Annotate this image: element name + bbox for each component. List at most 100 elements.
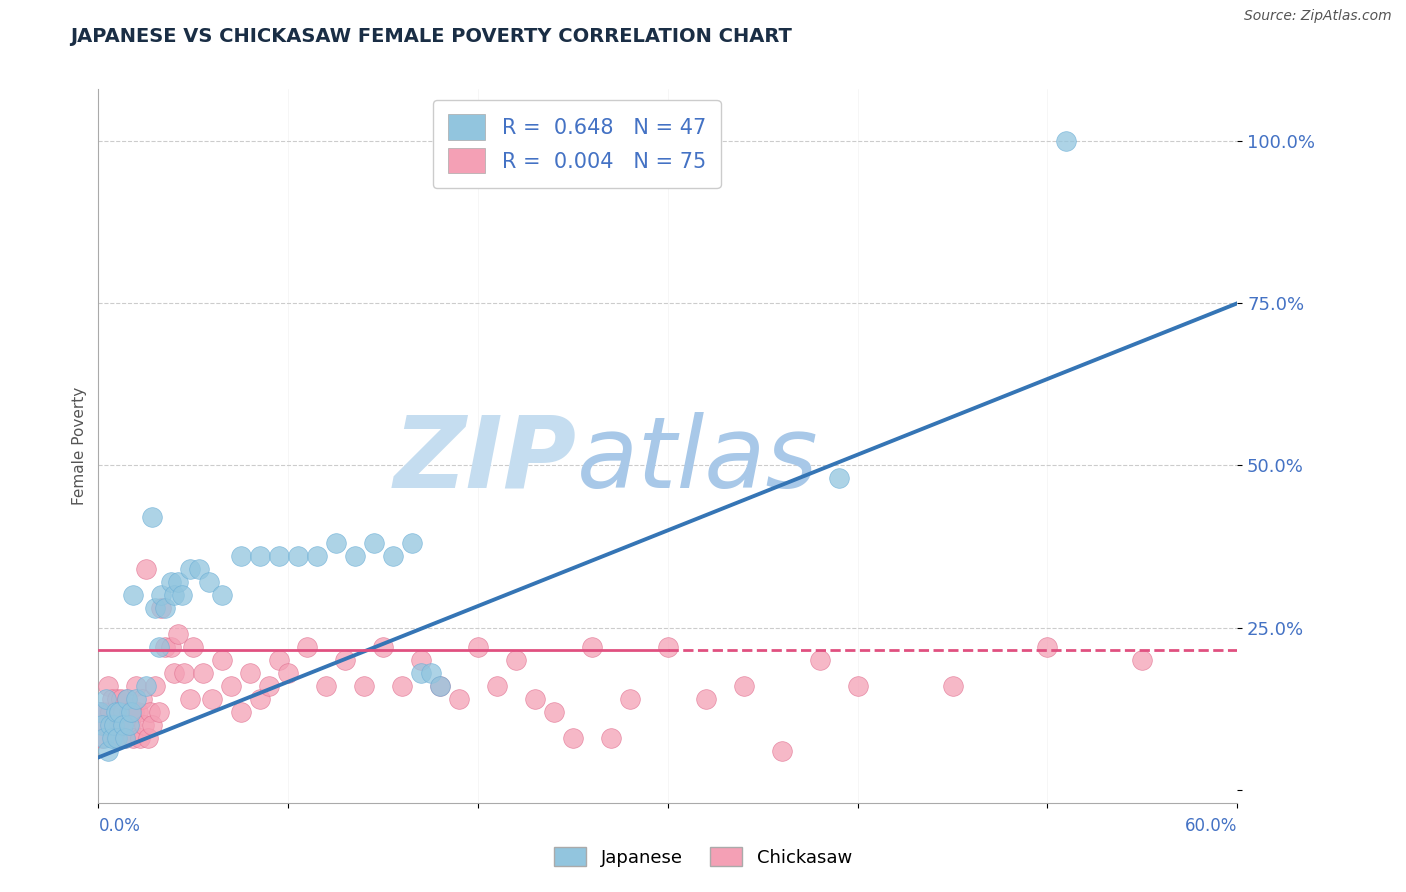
Text: 0.0%: 0.0%: [98, 817, 141, 835]
Point: [118, 705, 141, 719]
Point: [94, 692, 117, 706]
Point: [371, 640, 394, 654]
Point: [136, 731, 159, 745]
Point: [695, 692, 717, 706]
Point: [89, 705, 111, 719]
Point: [115, 692, 138, 706]
Point: [129, 731, 152, 745]
Point: [353, 679, 375, 693]
Text: JAPANESE VS CHICKASAW FEMALE POVERTY CORRELATION CHART: JAPANESE VS CHICKASAW FEMALE POVERTY COR…: [70, 27, 792, 45]
Point: [89, 705, 111, 719]
Point: [167, 575, 190, 590]
Point: [120, 705, 142, 719]
Point: [118, 718, 141, 732]
Legend: Japanese, Chickasaw: Japanese, Chickasaw: [547, 840, 859, 874]
Point: [159, 575, 181, 590]
Point: [249, 549, 271, 564]
Point: [120, 718, 142, 732]
Point: [411, 666, 433, 681]
Point: [104, 731, 127, 745]
Point: [449, 692, 471, 706]
Point: [98, 718, 121, 732]
Point: [112, 705, 135, 719]
Point: [305, 549, 328, 564]
Point: [98, 705, 121, 719]
Point: [121, 731, 143, 745]
Point: [138, 705, 160, 719]
Point: [163, 588, 186, 602]
Text: Source: ZipAtlas.com: Source: ZipAtlas.com: [1244, 9, 1392, 23]
Point: [211, 588, 233, 602]
Point: [179, 692, 201, 706]
Point: [135, 679, 157, 693]
Point: [770, 744, 793, 758]
Point: [131, 692, 153, 706]
Point: [179, 562, 201, 576]
Point: [93, 731, 115, 745]
Point: [91, 718, 114, 732]
Point: [343, 549, 366, 564]
Point: [125, 692, 148, 706]
Legend: R =  0.648   N = 47, R =  0.004   N = 75: R = 0.648 N = 47, R = 0.004 N = 75: [433, 100, 720, 188]
Point: [325, 536, 347, 550]
Point: [1056, 134, 1078, 148]
Point: [135, 562, 157, 576]
Point: [315, 679, 337, 693]
Text: 60.0%: 60.0%: [1185, 817, 1237, 835]
Point: [297, 640, 319, 654]
Point: [163, 666, 186, 681]
Y-axis label: Female Poverty: Female Poverty: [72, 387, 87, 505]
Point: [249, 692, 271, 706]
Point: [145, 601, 167, 615]
Point: [107, 692, 129, 706]
Point: [335, 653, 357, 667]
Point: [543, 705, 565, 719]
Point: [188, 562, 211, 576]
Point: [93, 705, 115, 719]
Point: [100, 731, 122, 745]
Point: [108, 718, 131, 732]
Point: [600, 731, 623, 745]
Point: [114, 731, 136, 745]
Point: [267, 653, 290, 667]
Point: [148, 640, 170, 654]
Point: [581, 640, 603, 654]
Point: [419, 666, 441, 681]
Point: [411, 653, 433, 667]
Point: [808, 653, 831, 667]
Point: [170, 588, 193, 602]
Point: [239, 666, 262, 681]
Point: [221, 679, 243, 693]
Point: [141, 510, 163, 524]
Point: [110, 692, 132, 706]
Point: [1036, 640, 1059, 654]
Point: [148, 705, 170, 719]
Point: [115, 692, 138, 706]
Point: [100, 692, 122, 706]
Point: [505, 653, 527, 667]
Point: [381, 549, 404, 564]
Point: [197, 575, 219, 590]
Point: [846, 679, 869, 693]
Point: [125, 679, 148, 693]
Point: [619, 692, 641, 706]
Point: [127, 705, 149, 719]
Point: [153, 640, 176, 654]
Point: [828, 471, 851, 485]
Point: [201, 692, 224, 706]
Point: [159, 640, 181, 654]
Point: [183, 640, 205, 654]
Point: [173, 666, 195, 681]
Point: [94, 718, 117, 732]
Text: atlas: atlas: [576, 412, 818, 508]
Point: [97, 744, 120, 758]
Point: [167, 627, 190, 641]
Point: [486, 679, 509, 693]
Point: [104, 705, 127, 719]
Point: [733, 679, 755, 693]
Point: [524, 692, 547, 706]
Point: [267, 549, 290, 564]
Point: [103, 718, 125, 732]
Point: [124, 705, 146, 719]
Point: [121, 588, 143, 602]
